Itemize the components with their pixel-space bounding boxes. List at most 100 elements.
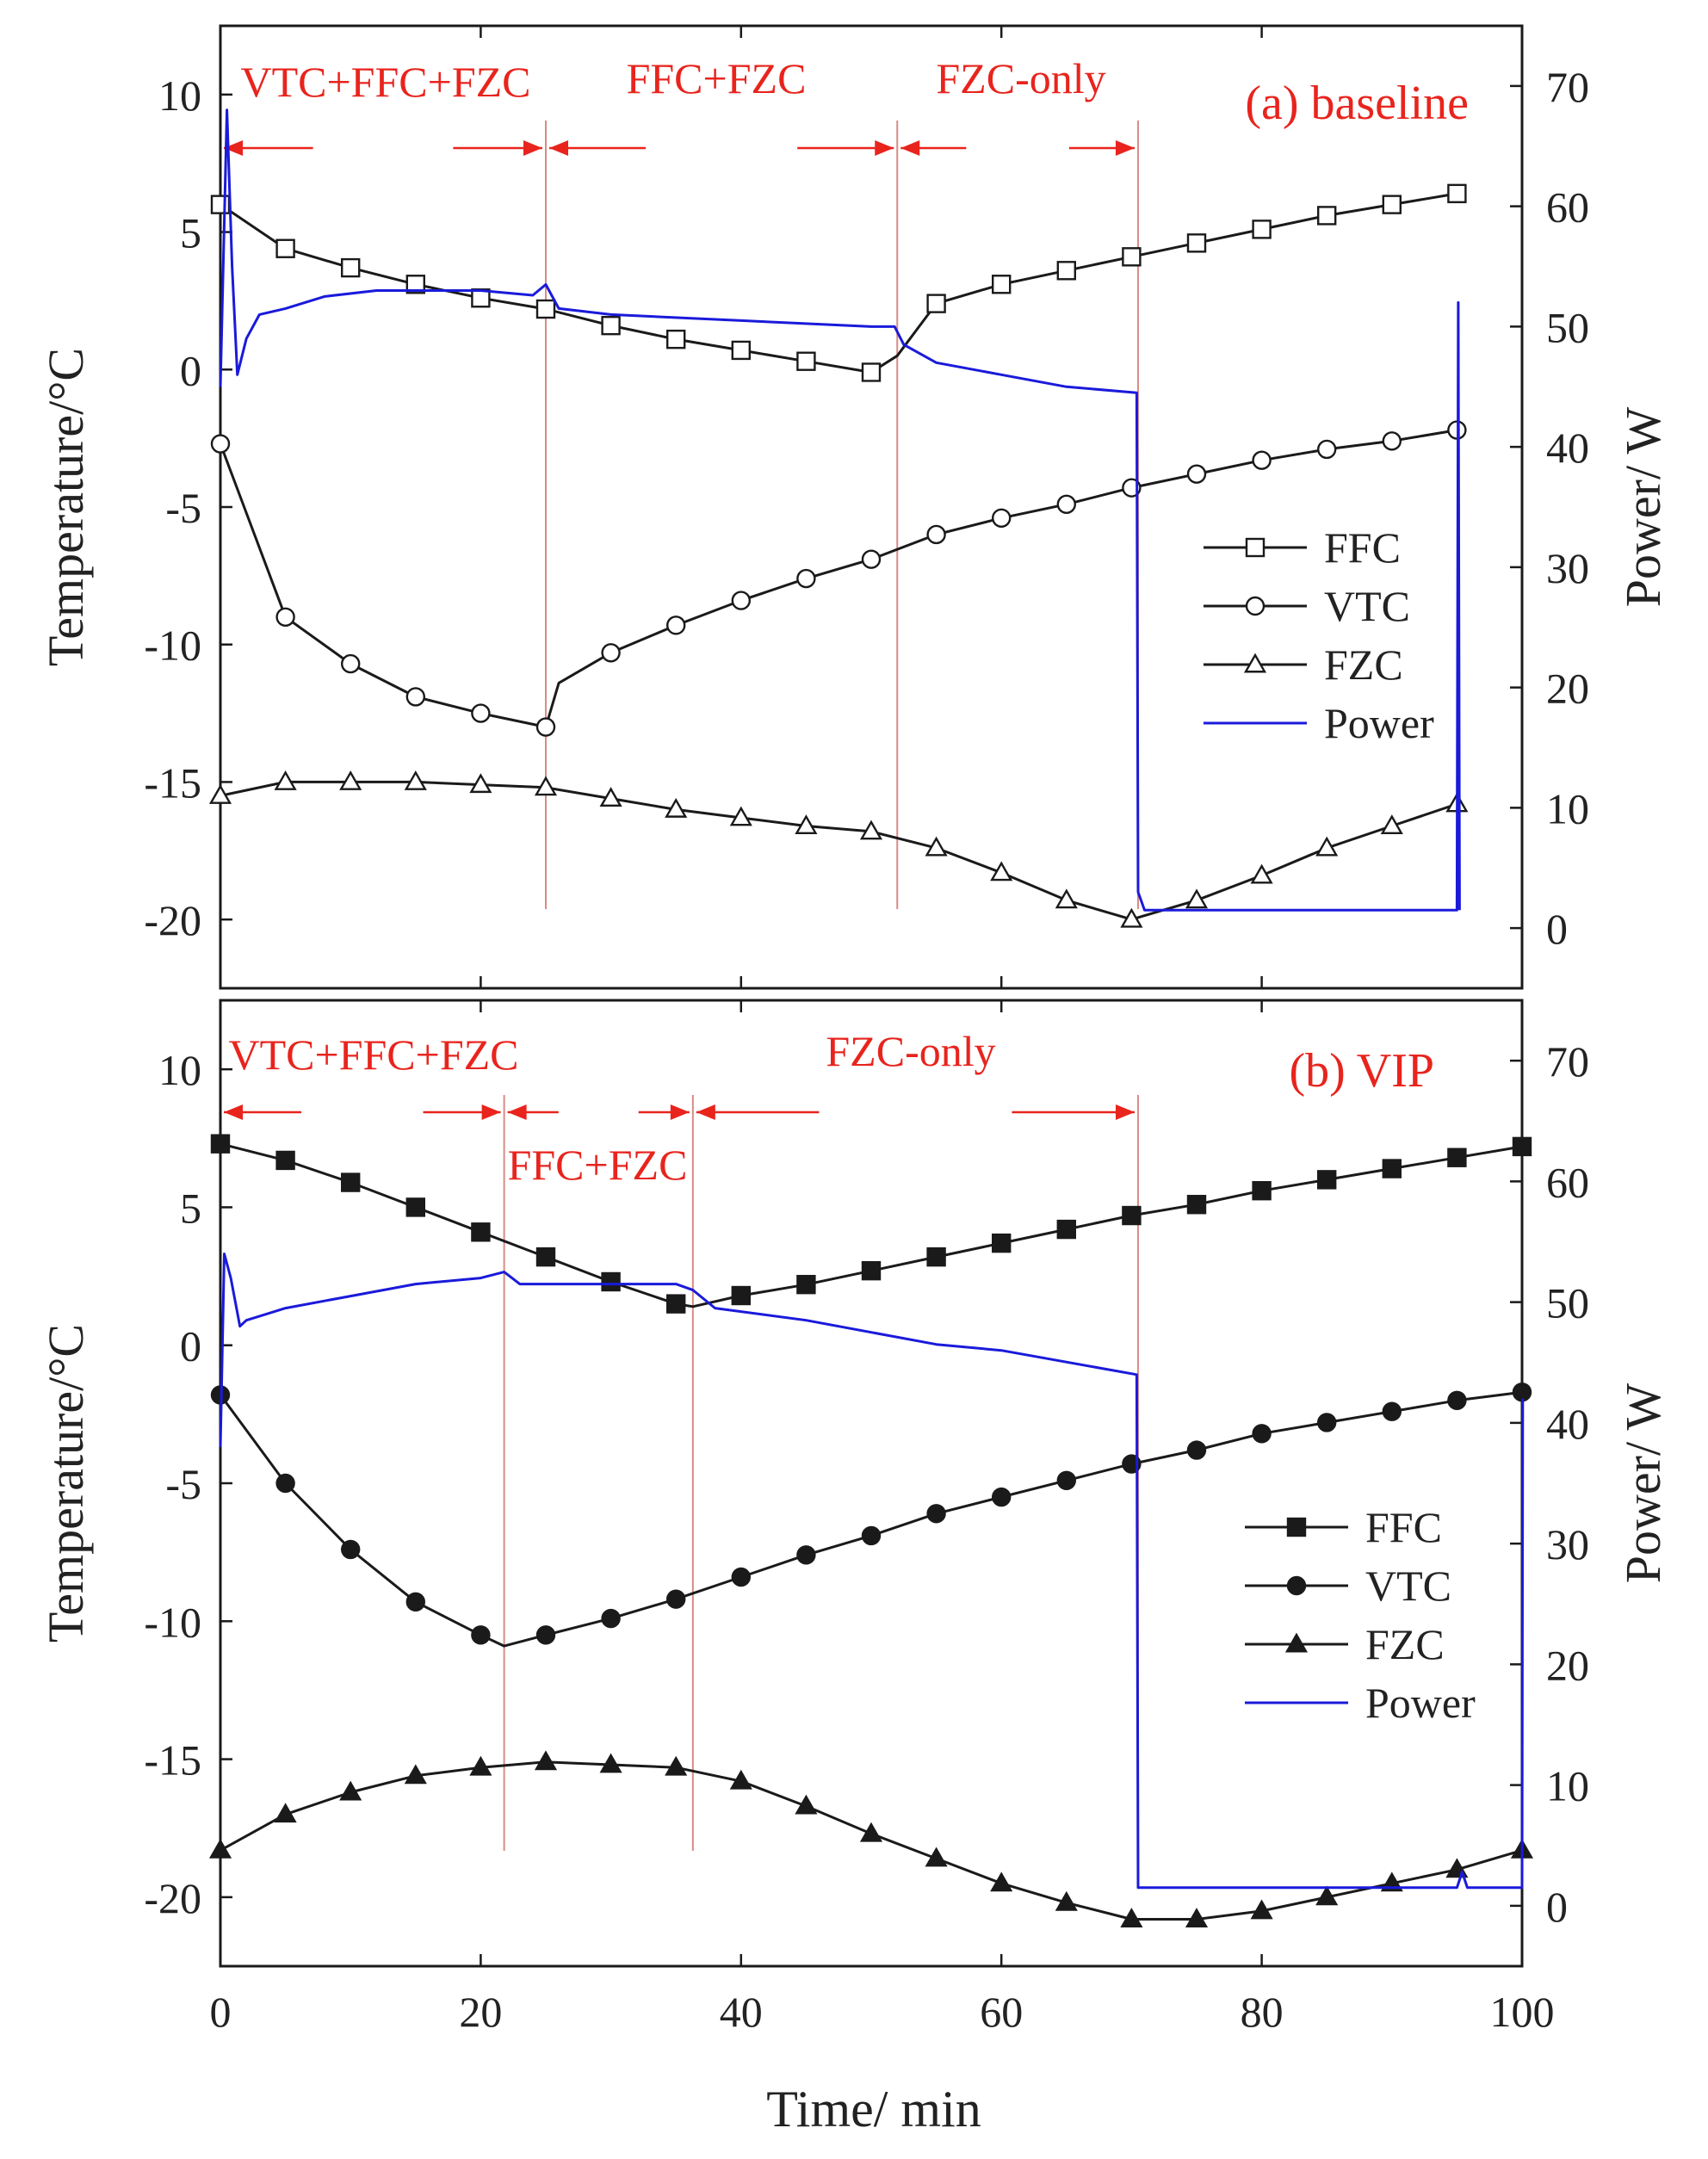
y2-tick-label: 20: [1546, 1641, 1589, 1689]
y2-tick-label: 50: [1546, 1279, 1589, 1327]
series-line-vtc: [219, 429, 1457, 728]
data-point-fzc: [534, 776, 558, 796]
y2-tick-label: 60: [1546, 183, 1589, 232]
data-point-ffc: [731, 340, 751, 361]
data-point-fzc: [1250, 1899, 1273, 1920]
phase-arrowhead-right: [523, 140, 542, 156]
data-point-fzc: [1315, 836, 1339, 857]
data-point-ffc: [1056, 261, 1077, 281]
y-axis-label: Temperature/°C: [38, 1324, 94, 1642]
y2-tick-label: 20: [1546, 665, 1589, 713]
y2-tick-label: 40: [1546, 424, 1589, 472]
legend-label: Power: [1324, 699, 1434, 747]
data-point-ffc: [861, 362, 882, 382]
data-point-ffc: [1447, 183, 1467, 204]
data-point-vtc: [1512, 1383, 1532, 1402]
legend-label: FFC: [1324, 523, 1401, 572]
y-tick-label: -10: [144, 1598, 201, 1646]
data-point-fzc: [339, 770, 362, 790]
phase-arrowhead-left: [549, 140, 568, 156]
data-point-ffc: [210, 1134, 231, 1154]
y2-axis-label: Power/ W: [1615, 1383, 1671, 1583]
y-tick-label: -5: [165, 484, 201, 532]
data-point-vtc: [275, 1473, 295, 1494]
y2-tick-label: 50: [1546, 303, 1589, 351]
data-point-ffc: [1252, 1180, 1272, 1201]
data-point-ffc: [1512, 1136, 1532, 1157]
data-point-fzc: [274, 1803, 297, 1823]
legend-marker: [1284, 1632, 1309, 1653]
data-point-vtc: [991, 1487, 1012, 1507]
data-point-ffc: [1447, 1148, 1467, 1167]
data-point-vtc: [1316, 1413, 1337, 1432]
data-point-ffc: [1252, 220, 1272, 239]
y2-tick-label: 30: [1546, 1520, 1589, 1568]
data-point-fzc: [1055, 888, 1078, 909]
x-tick-label: 0: [210, 1988, 232, 2036]
phase-arrowhead-right: [1115, 1104, 1135, 1120]
data-point-fzc: [599, 787, 622, 807]
data-point-vtc: [1316, 439, 1337, 460]
data-point-fzc: [859, 820, 883, 840]
data-point-vtc: [861, 1525, 882, 1546]
data-point-ffc: [1316, 206, 1337, 226]
y2-tick-label: 30: [1546, 544, 1589, 592]
phase-label: VTC+FFC+FZC: [240, 58, 530, 106]
y2-tick-label: 70: [1546, 63, 1589, 111]
y-tick-label: -20: [144, 896, 201, 944]
series-line-power: [219, 1253, 1525, 1890]
data-point-fzc: [404, 770, 427, 790]
legend-marker: [1245, 596, 1266, 616]
data-point-vtc: [1056, 1470, 1077, 1490]
data-point-fzc: [599, 1753, 622, 1773]
data-point-ffc: [796, 1274, 816, 1295]
data-point-vtc: [535, 1625, 556, 1645]
data-point-fzc: [469, 1755, 492, 1776]
data-point-fzc: [729, 806, 752, 826]
data-point-vtc: [991, 508, 1012, 528]
data-point-vtc: [1186, 1440, 1207, 1460]
data-point-ffc: [1186, 233, 1207, 253]
data-point-fzc: [990, 1871, 1013, 1892]
phase-label: FZC-only: [826, 1027, 995, 1075]
phase-arrowhead-right: [670, 1104, 690, 1120]
data-point-vtc: [731, 591, 751, 610]
y2-tick-label: 0: [1546, 905, 1568, 953]
data-point-ffc: [275, 1150, 295, 1171]
data-point-fzc: [208, 1838, 232, 1859]
data-point-vtc: [796, 568, 816, 589]
y-tick-label: 5: [180, 1184, 201, 1232]
data-point-ffc: [471, 1222, 491, 1242]
data-point-fzc: [1185, 1908, 1209, 1927]
y-tick-label: 10: [158, 1046, 201, 1094]
x-tick-label: 80: [1241, 1988, 1284, 2036]
y-tick-label: 5: [180, 209, 201, 257]
data-point-vtc: [341, 653, 361, 674]
data-point-fzc: [534, 1750, 558, 1771]
data-point-fzc: [404, 1764, 427, 1785]
data-point-ffc: [210, 195, 231, 214]
phase-arrowhead-right: [1115, 140, 1135, 156]
data-point-vtc: [1382, 431, 1402, 451]
data-point-ffc: [1122, 1205, 1142, 1226]
y2-tick-label: 70: [1546, 1037, 1589, 1086]
y-tick-label: 10: [158, 71, 201, 120]
data-point-ffc: [666, 1294, 686, 1314]
data-point-fzc: [925, 836, 948, 857]
data-point-ffc: [1316, 1170, 1337, 1190]
data-point-ffc: [1186, 1195, 1207, 1215]
phase-arrowhead-right: [875, 140, 894, 156]
y2-axis-label: Power/ W: [1615, 406, 1671, 607]
data-point-fzc: [859, 1822, 883, 1842]
phase-arrowhead-left: [224, 140, 243, 156]
legend-label: FZC: [1324, 640, 1403, 689]
data-point-vtc: [405, 1592, 425, 1612]
y-tick-label: -5: [165, 1460, 201, 1508]
data-point-vtc: [405, 687, 425, 707]
x-tick-label: 100: [1490, 1988, 1555, 2036]
x-tick-label: 60: [980, 1988, 1023, 2036]
data-point-vtc: [471, 703, 491, 723]
legend-marker: [1286, 1517, 1307, 1537]
data-point-vtc: [535, 717, 556, 737]
data-point-ffc: [601, 315, 621, 336]
